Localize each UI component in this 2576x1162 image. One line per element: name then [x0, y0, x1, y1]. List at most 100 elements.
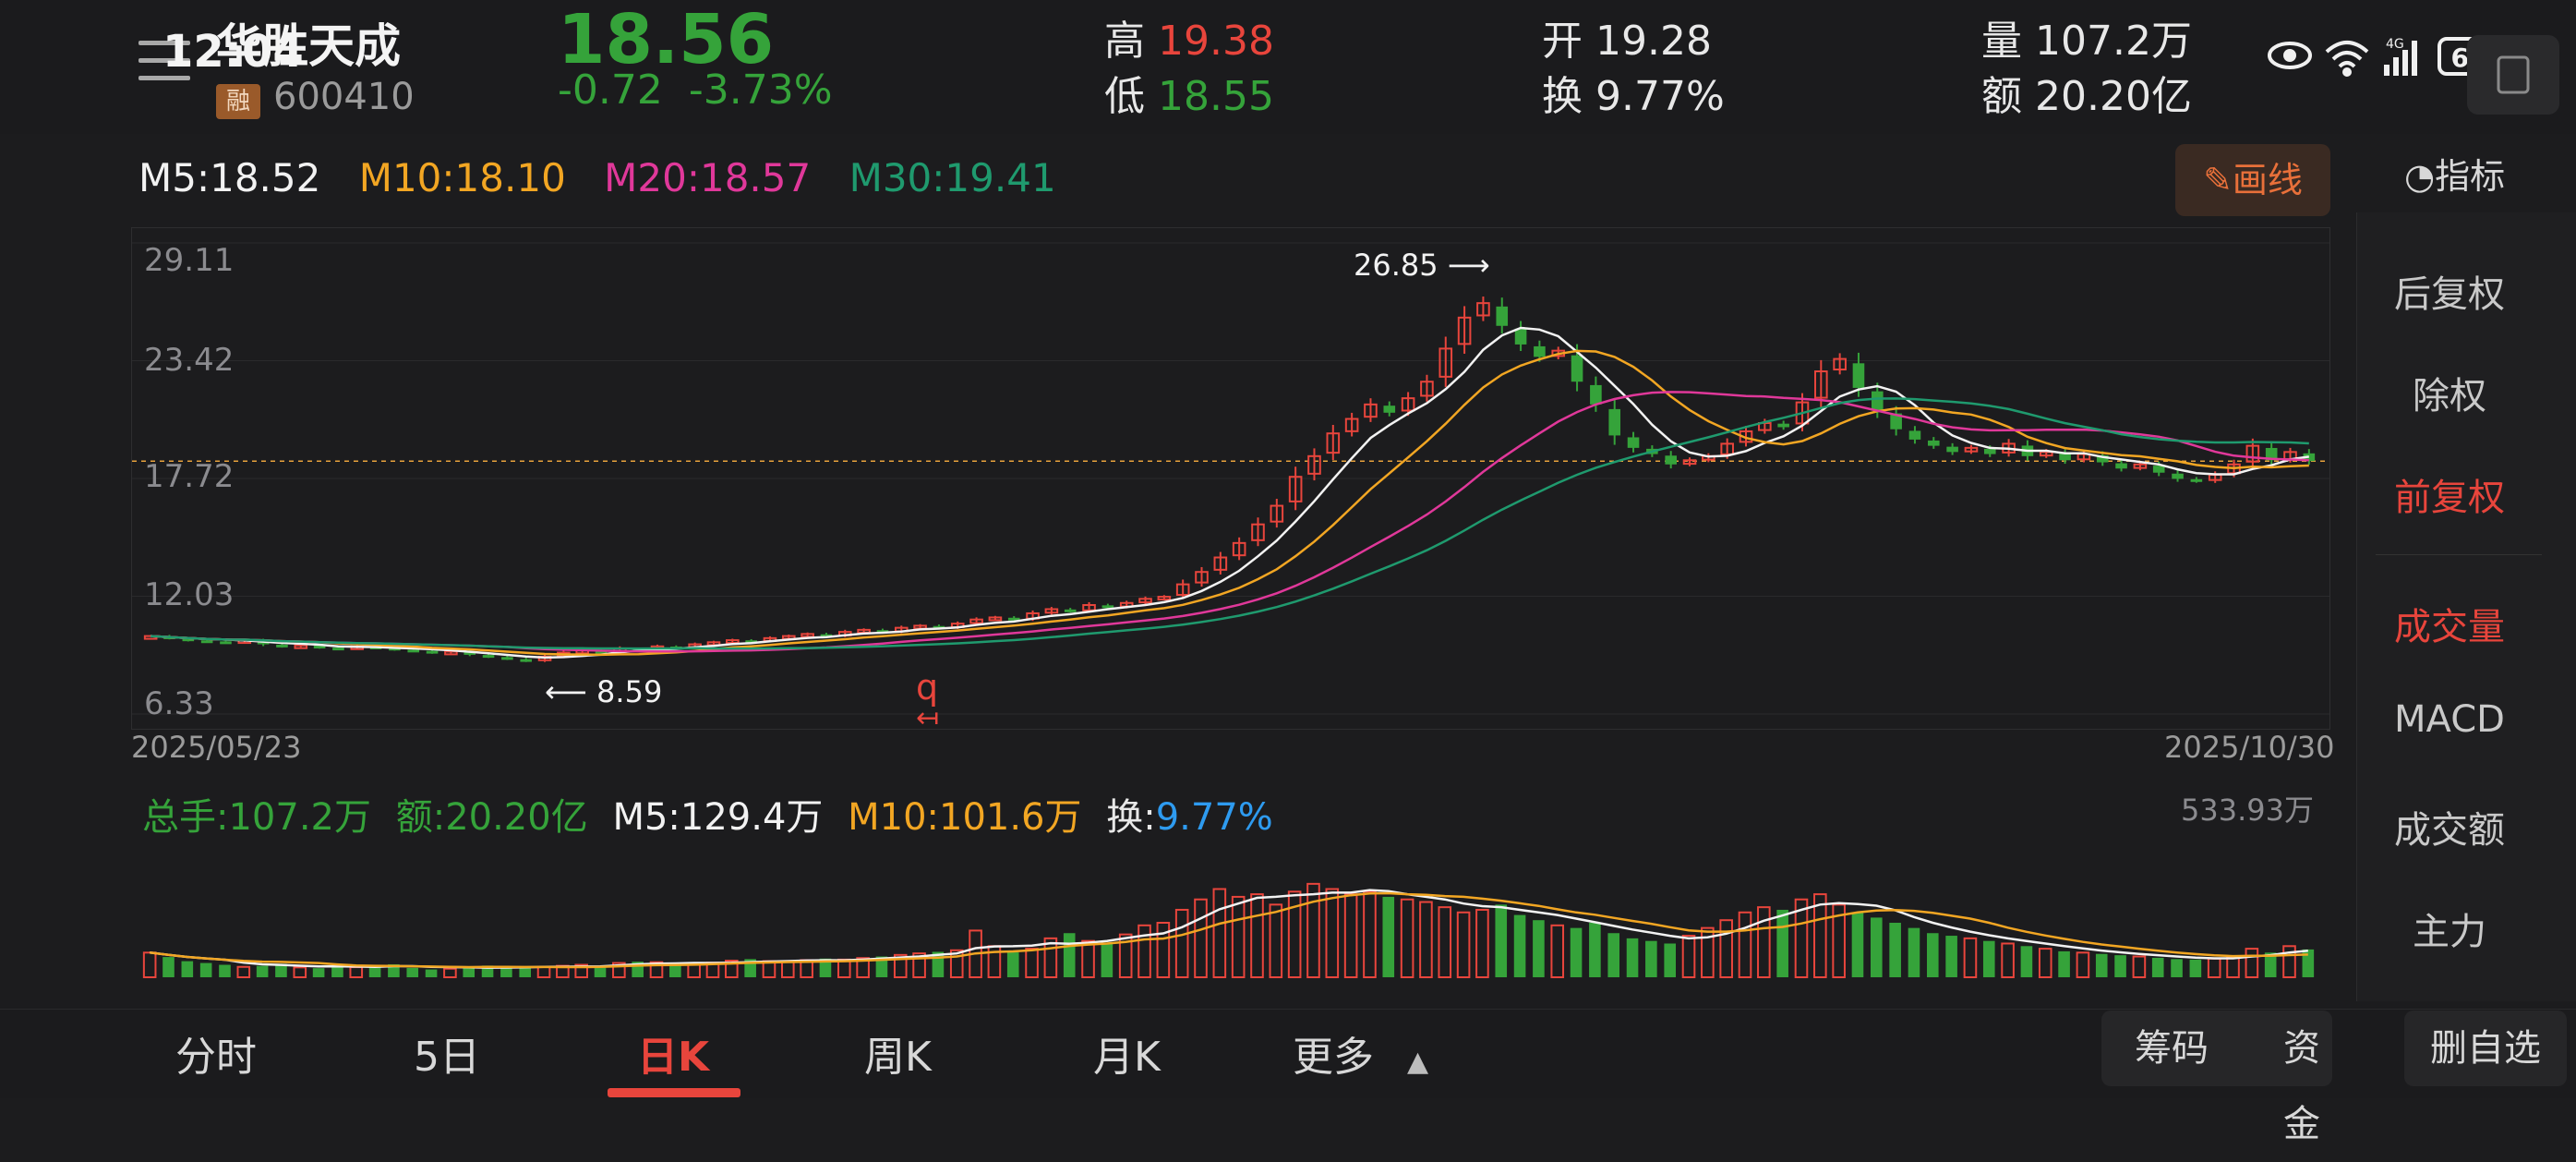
volume-bar [236, 965, 251, 979]
funds-button[interactable]: 资金 [2283, 1027, 2320, 1145]
volume-bar [1626, 938, 1639, 977]
candle-body [988, 616, 1003, 622]
candle-body [2096, 454, 2109, 463]
candle-body [1064, 609, 1077, 612]
tab-weekly-k[interactable]: 周K [864, 1034, 932, 1081]
volume-bar [1794, 898, 1809, 978]
volume-bar [1419, 901, 1433, 978]
candle-body [1964, 446, 1979, 453]
back-button[interactable] [2467, 35, 2559, 115]
ma30-line [150, 397, 2309, 650]
event-marker[interactable]: q [916, 667, 939, 708]
volume-bar [1908, 927, 1920, 977]
candle-body [1307, 454, 1321, 475]
candle-body [1627, 437, 1640, 448]
signal-icon [2384, 41, 2417, 76]
candle-body [407, 649, 420, 653]
tab-more[interactable]: 更多 ▲ [1293, 1034, 1429, 1081]
kline-chart[interactable] [131, 227, 2330, 730]
candle-body [1288, 476, 1303, 502]
volume-bar [1006, 952, 1019, 977]
ma10-line [150, 349, 2309, 657]
chips-button[interactable]: 筹码 [2135, 1027, 2209, 1070]
volume-bar [1174, 908, 1189, 978]
volume-turnover: 9.77% [1155, 796, 1273, 839]
stock-code: 600410 [273, 76, 415, 118]
candle-body [2059, 453, 2071, 461]
remove-watchlist-button[interactable]: 删自选 [2404, 1011, 2567, 1086]
candle-body [1608, 408, 1621, 436]
candle-body [444, 650, 458, 656]
candle-body [1157, 596, 1172, 601]
volume-bar [1081, 939, 1095, 978]
volume-chart[interactable] [131, 831, 2330, 979]
candle-body [276, 644, 288, 648]
candle-body [501, 657, 513, 660]
volume-bar [1982, 940, 1995, 977]
quote-volume: 量 107.2万 [1981, 18, 2192, 65]
volume-m10: M10:101.6万 [848, 796, 1082, 839]
volume-bar [2302, 949, 2315, 977]
volume-bar [1495, 904, 1508, 977]
indicator-button[interactable]: ◔指标 [2404, 156, 2506, 197]
volume-bar [893, 953, 908, 978]
candle-body [1457, 316, 1472, 345]
menu-icon[interactable] [138, 41, 190, 81]
sidebar-item-main-force[interactable]: 主力 [2413, 911, 2486, 953]
volume-bar [1438, 906, 1452, 978]
volume-bar [2207, 957, 2221, 978]
sidebar-item-ex-rights[interactable]: 除权 [2413, 375, 2486, 418]
tab-monthly-k[interactable]: 月K [1093, 1034, 1161, 1081]
candle-body [2245, 444, 2260, 463]
volume-bar [1738, 911, 1752, 978]
sidebar-item-pre-adjust[interactable]: 前复权 [2394, 477, 2505, 519]
volume-bar [1156, 922, 1171, 978]
volume-bar [388, 963, 400, 977]
candle-body [1401, 397, 1415, 412]
volume-m5: M5:129.4万 [612, 796, 824, 839]
sidebar-item-volume[interactable]: 成交量 [2394, 606, 2505, 648]
volume-total: 总手:107.2万 [142, 796, 371, 839]
high-marker: 26.85 ⟶ [1354, 248, 1490, 283]
candle-body [1007, 617, 1020, 621]
volume-bar [2020, 946, 2033, 977]
candle-body [1814, 370, 1828, 399]
sidebar-item-amount[interactable]: 成交额 [2394, 809, 2505, 852]
candle-body [1270, 504, 1284, 523]
volume-bar [1926, 933, 1939, 977]
volume-bar [500, 967, 512, 977]
volume-bar [1719, 919, 1733, 978]
volume-bar [781, 961, 795, 979]
volume-bar [1101, 943, 1113, 977]
candle-body [1383, 405, 1396, 413]
date-end: 2025/10/30 [2164, 730, 2335, 765]
volume-bar [1664, 943, 1676, 977]
volume-bar [331, 966, 343, 977]
volume-bar [612, 962, 626, 979]
candle-body [2190, 478, 2203, 482]
draw-line-button[interactable]: ✎画线 [2175, 144, 2330, 216]
current-price: 18.56 [558, 0, 775, 79]
sidebar-item-macd[interactable]: MACD [2394, 698, 2505, 741]
tab-daily-k[interactable]: 日K [637, 1034, 710, 1081]
candle-body [1590, 384, 1602, 405]
volume-bar [2189, 959, 2202, 977]
tab-intraday[interactable]: 分时 [175, 1034, 257, 1081]
ma-legend: M5:18.52 M10:18.10 M20:18.57 M30:19.41 [138, 155, 1082, 200]
change-pct: -3.73% [688, 67, 833, 114]
window-icon [2497, 55, 2530, 94]
y-label-2: 23.42 [144, 342, 235, 379]
quote-low: 低 18.55 [1104, 73, 1274, 120]
tab-5day[interactable]: 5日 [414, 1034, 480, 1081]
candle-body [1232, 541, 1246, 557]
right-sidebar: 后复权 除权 前复权 成交量 MACD 成交额 主力 [2356, 212, 2576, 1001]
volume-bar [2245, 948, 2259, 978]
candle-body [1344, 418, 1359, 432]
sidebar-item-post-adjust[interactable]: 后复权 [2394, 273, 2505, 316]
volume-bar [1025, 948, 1039, 978]
caret-up-icon: ▲ [1407, 1046, 1429, 1078]
volume-bar [1550, 924, 1565, 978]
candle-body [1082, 604, 1096, 611]
volume-bar [1063, 933, 1076, 977]
candle-body [1795, 401, 1810, 425]
